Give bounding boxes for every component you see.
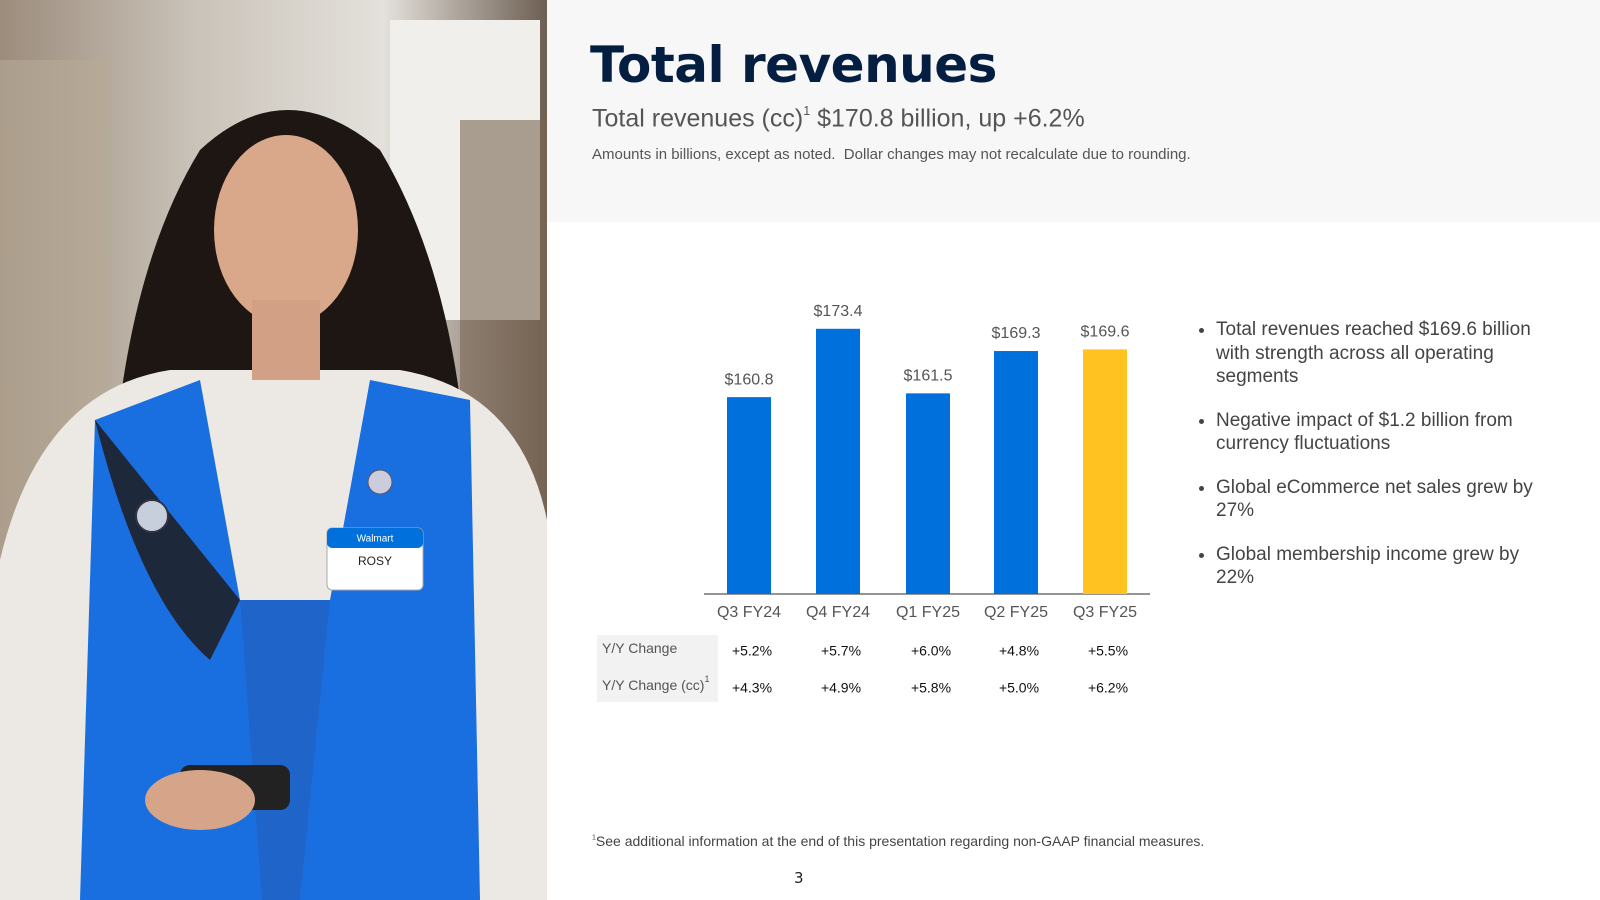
x-tick-label: Q1 FY25 bbox=[896, 604, 960, 621]
bullet: Global membership income grew by 22% bbox=[1216, 543, 1536, 590]
bar bbox=[816, 328, 860, 594]
photo: Walmart ROSY bbox=[0, 0, 547, 900]
table-cell: +5.2% bbox=[732, 643, 772, 659]
bar bbox=[1083, 349, 1127, 594]
value-label: $160.8 bbox=[725, 371, 774, 388]
x-tick-label: Q4 FY24 bbox=[806, 604, 870, 621]
row-label-text: Y/Y Change (cc) bbox=[602, 677, 704, 693]
value-label: $161.5 bbox=[904, 368, 953, 385]
footnote-mark: 1 bbox=[592, 834, 596, 842]
table-cell: +5.0% bbox=[999, 680, 1039, 696]
value-label: $169.6 bbox=[1081, 324, 1130, 341]
value-label: $173.4 bbox=[814, 303, 863, 320]
bullet-list: Total revenues reached $169.6 billion wi… bbox=[1190, 318, 1536, 610]
subtitle-text: Total revenues (cc) bbox=[592, 104, 804, 133]
table-cell: +4.3% bbox=[732, 680, 772, 696]
x-tick-label: Q2 FY25 bbox=[984, 604, 1048, 621]
value-label: $169.3 bbox=[992, 325, 1041, 342]
table-cell: +6.0% bbox=[911, 643, 951, 659]
subtitle-value: $170.8 billion, up +6.2% bbox=[817, 104, 1085, 133]
table-cell: +5.8% bbox=[911, 680, 951, 696]
table-cell: +4.9% bbox=[821, 680, 861, 696]
row-label: Y/Y Change (cc)1 bbox=[602, 674, 709, 692]
badge-brand: Walmart bbox=[357, 534, 394, 545]
bar bbox=[994, 351, 1038, 594]
x-tick-label: Q3 FY25 bbox=[1073, 604, 1137, 621]
subtitle: Total revenues (cc)1 $170.8 billion, up … bbox=[592, 104, 1085, 133]
row-label-note: 1 bbox=[704, 674, 709, 684]
table-cell: +6.2% bbox=[1088, 680, 1128, 696]
badge-name: ROSY bbox=[358, 554, 392, 568]
bar bbox=[906, 393, 950, 594]
table-label-bg bbox=[597, 635, 718, 702]
table-cell: +5.7% bbox=[821, 643, 861, 659]
footnote-text: See additional information at the end of… bbox=[595, 833, 1205, 849]
bullet: Negative impact of $1.2 billion from cur… bbox=[1216, 409, 1536, 456]
bullet: Total revenues reached $169.6 billion wi… bbox=[1216, 318, 1536, 389]
note: Amounts in billions, except as noted. Do… bbox=[592, 146, 1191, 163]
page-number: 3 bbox=[794, 869, 804, 887]
subtitle-note: 1 bbox=[803, 104, 811, 118]
table-cell: +4.8% bbox=[999, 643, 1039, 659]
title: Total revenues bbox=[590, 36, 997, 94]
row-label: Y/Y Change bbox=[602, 640, 677, 656]
footnote: 1See additional information at the end o… bbox=[592, 833, 1204, 849]
bar bbox=[727, 397, 771, 594]
table-cell: +5.5% bbox=[1088, 643, 1128, 659]
header-band bbox=[547, 0, 1600, 222]
row-label-text: Y/Y Change bbox=[602, 640, 677, 656]
x-tick-label: Q3 FY24 bbox=[717, 604, 781, 621]
bullet: Global eCommerce net sales grew by 27% bbox=[1216, 476, 1536, 523]
